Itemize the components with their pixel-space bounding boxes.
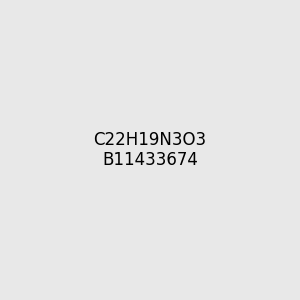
Text: C22H19N3O3
B11433674: C22H19N3O3 B11433674 (93, 130, 207, 170)
